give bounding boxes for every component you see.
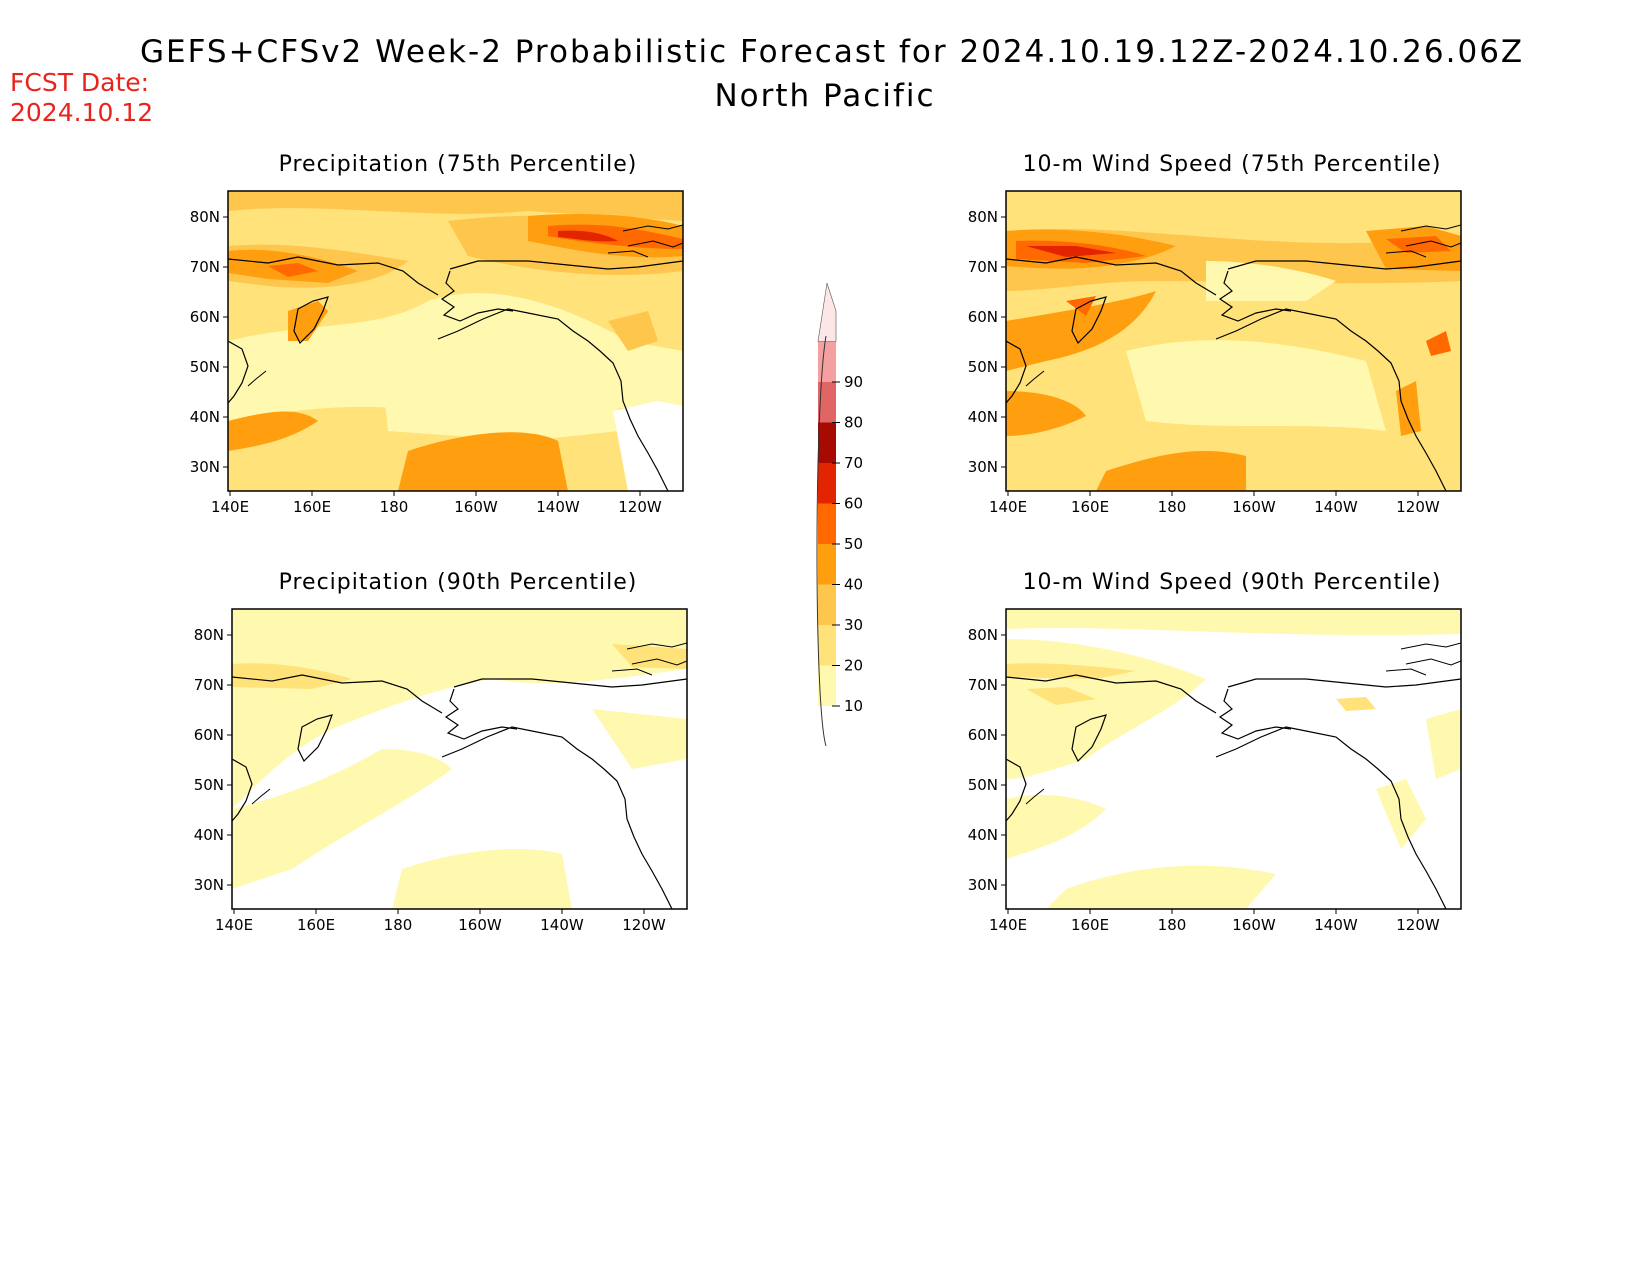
colorbar-swatch	[818, 382, 836, 423]
colorbar-swatch	[818, 463, 836, 504]
lon-tick-label: 140E	[989, 916, 1027, 934]
colorbar-label: 10	[844, 697, 863, 715]
map-wind90	[1005, 608, 1462, 910]
colorbar-outline	[816, 335, 827, 747]
lon-tick-label: 140W	[540, 916, 584, 934]
colorbar-label: 70	[844, 454, 863, 472]
colorbar-swatch	[818, 544, 836, 585]
colorbar-swatch	[818, 341, 836, 382]
colorbar-swatch	[818, 665, 836, 706]
lon-tick-label: 140W	[1314, 916, 1358, 934]
panel-title-precip90: Precipitation (90th Percentile)	[278, 570, 638, 595]
lon-tick-label: 180	[384, 916, 413, 934]
lon-tick-label: 140W	[536, 498, 580, 516]
lon-tick-label: 120W	[622, 916, 666, 934]
lat-tick-label: 40N	[968, 408, 998, 426]
lon-tick-label: 180	[380, 498, 409, 516]
colorbar-swatch	[818, 422, 836, 463]
lon-tick-label: 120W	[618, 498, 662, 516]
colorbar-label: 90	[844, 373, 863, 391]
colorbar-label: 30	[844, 616, 863, 634]
colorbar-label: 60	[844, 495, 863, 513]
colorbar-swatch	[817, 282, 837, 342]
lon-tick-label: 140W	[1314, 498, 1358, 516]
lon-tick-label: 160E	[1071, 498, 1109, 516]
colorbar-swatch	[818, 503, 836, 544]
region-subtitle: North Pacific	[714, 78, 936, 114]
panel-title-wind75: 10-m Wind Speed (75th Percentile)	[1022, 152, 1442, 177]
fcst-date-value: 2024.10.12	[10, 98, 154, 127]
map-wind75	[1005, 190, 1462, 492]
lon-tick-label: 180	[1158, 916, 1187, 934]
lon-tick-label: 160W	[454, 498, 498, 516]
colorbar-label: 80	[844, 414, 863, 432]
map-precip75	[227, 190, 684, 492]
lon-tick-label: 180	[1158, 498, 1187, 516]
lat-tick-label: 80N	[190, 208, 220, 226]
lat-tick-label: 30N	[968, 458, 998, 476]
lat-tick-label: 40N	[190, 408, 220, 426]
colorbar-label: 20	[844, 657, 863, 675]
colorbar-label: 40	[844, 576, 863, 594]
lon-tick-label: 160E	[297, 916, 335, 934]
lon-tick-label: 140E	[215, 916, 253, 934]
lat-tick-label: 70N	[968, 258, 998, 276]
colorbar: 10 20 30 40 50 60 70 80 90	[816, 282, 863, 747]
lat-tick-label: 40N	[968, 826, 998, 844]
lat-tick-label: 60N	[968, 308, 998, 326]
main-title: GEFS+CFSv2 Week-2 Probabilistic Forecast…	[140, 34, 1525, 70]
lon-tick-label: 160E	[293, 498, 331, 516]
lon-tick-label: 160W	[1232, 916, 1276, 934]
map-precip90	[231, 608, 688, 910]
lat-tick-label: 50N	[968, 358, 998, 376]
lat-tick-label: 80N	[194, 626, 224, 644]
panel-title-precip75: Precipitation (75th Percentile)	[278, 152, 638, 177]
lat-tick-label: 40N	[194, 826, 224, 844]
colorbar-swatch	[818, 584, 836, 625]
lat-tick-label: 70N	[194, 676, 224, 694]
colorbar-swatch	[818, 625, 836, 666]
lon-tick-label: 160E	[1071, 916, 1109, 934]
colorbar-label: 50	[844, 535, 863, 553]
lat-tick-label: 80N	[968, 208, 998, 226]
lat-tick-label: 30N	[194, 876, 224, 894]
lon-tick-label: 140E	[211, 498, 249, 516]
lon-tick-label: 120W	[1396, 916, 1440, 934]
lat-tick-label: 70N	[968, 676, 998, 694]
lat-tick-label: 50N	[190, 358, 220, 376]
lon-tick-label: 160W	[1232, 498, 1276, 516]
lon-tick-label: 140E	[989, 498, 1027, 516]
lon-tick-label: 120W	[1396, 498, 1440, 516]
panel-title-wind90: 10-m Wind Speed (90th Percentile)	[1022, 570, 1442, 595]
lat-tick-label: 70N	[190, 258, 220, 276]
lat-tick-label: 50N	[194, 776, 224, 794]
lat-tick-label: 30N	[968, 876, 998, 894]
lat-tick-label: 60N	[968, 726, 998, 744]
lat-tick-label: 50N	[968, 776, 998, 794]
lat-tick-label: 60N	[194, 726, 224, 744]
lat-tick-label: 60N	[190, 308, 220, 326]
fcst-date-label: FCST Date:	[10, 68, 150, 97]
lat-tick-label: 30N	[190, 458, 220, 476]
lat-tick-label: 80N	[968, 626, 998, 644]
lon-tick-label: 160W	[458, 916, 502, 934]
